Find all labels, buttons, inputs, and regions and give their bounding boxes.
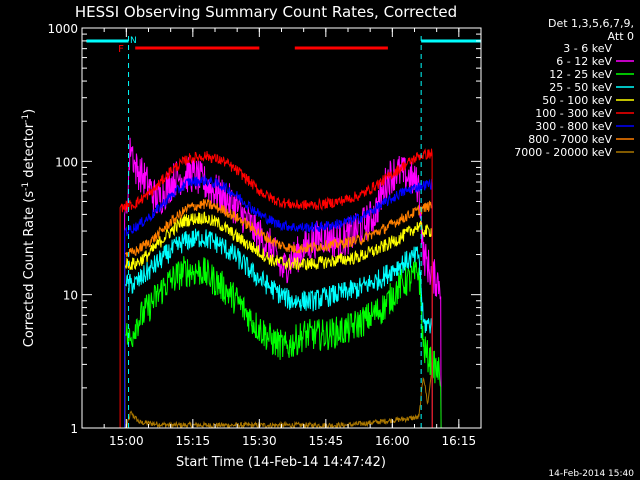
y-tick-label-1: 10	[63, 289, 78, 303]
x-tick-label-0: 15:00	[109, 434, 144, 448]
legend-header-detectors: Det 1,3,5,6,7,9,	[548, 17, 634, 30]
legend-label-7: 800 - 7000 keV	[528, 133, 612, 146]
legend-label-3: 25 - 50 keV	[549, 81, 612, 94]
y-axis-label-exponent-1: -1	[21, 182, 31, 191]
x-tick-label-5: 16:15	[442, 434, 477, 448]
x-tick-label-3: 15:45	[309, 434, 344, 448]
chart-title: HESSI Observing Summary Count Rates, Cor…	[75, 3, 457, 21]
y-tick-label-2: 100	[55, 155, 78, 169]
series-line-7	[124, 199, 433, 428]
x-tick-label-4: 16:00	[375, 434, 410, 448]
axis-ticks: 15:00 15:15 15:30 15:45 16:00 16:15 1 10 100 1000	[47, 22, 482, 448]
series-line-8	[124, 363, 433, 428]
series-line-2	[124, 256, 442, 428]
series-line-5	[119, 148, 433, 428]
plot-area: FN	[86, 36, 481, 428]
y-axis-label-end: )	[22, 109, 37, 114]
series-line-6	[124, 175, 433, 428]
legend-label-4: 50 - 100 keV	[542, 94, 612, 107]
y-axis-label-main: Corrected Count Rate (s	[22, 191, 37, 348]
series-line-1	[124, 137, 442, 428]
x-axis-label: Start Time (14-Feb-14 14:47:42)	[176, 455, 386, 470]
series-line-4	[124, 211, 433, 428]
y-axis-label-exponent-2: -1	[21, 114, 31, 123]
y-axis-label-middle: detector	[22, 122, 37, 182]
legend-label-1: 6 - 12 keV	[556, 55, 612, 68]
legend-label-5: 100 - 300 keV	[535, 107, 612, 120]
y-axis-label: Corrected Count Rate (s-1 detector-1)	[21, 109, 37, 347]
series-line-3	[124, 228, 433, 428]
legend-label-8: 7000 - 20000 keV	[514, 146, 612, 159]
flare-flag-label: F	[118, 44, 124, 55]
legend-header-attenuator: Att 0	[608, 30, 634, 43]
x-tick-label-2: 15:30	[242, 434, 277, 448]
plot-content	[86, 36, 481, 428]
night-flag-label: N	[130, 36, 137, 46]
legend-label-2: 12 - 25 keV	[549, 68, 612, 81]
timestamp: 14-Feb-2014 15:40	[548, 469, 634, 479]
legend-label-6: 300 - 800 keV	[535, 120, 612, 133]
x-tick-label-1: 15:15	[176, 434, 211, 448]
y-tick-label-0: 1	[70, 422, 78, 436]
legend-label-0: 3 - 6 keV	[563, 42, 612, 55]
y-tick-label-3: 1000	[47, 22, 78, 36]
